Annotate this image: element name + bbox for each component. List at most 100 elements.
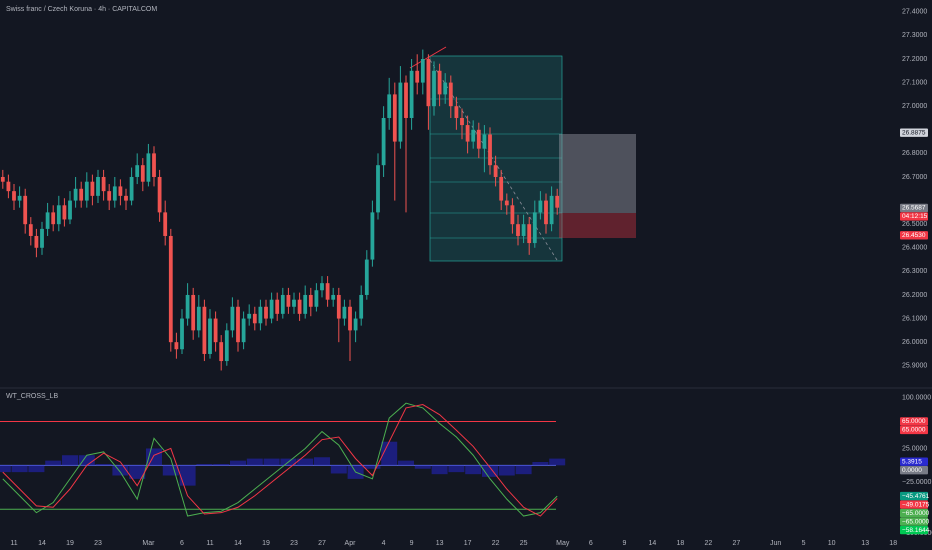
histogram-bar: [45, 460, 62, 466]
stop-zone: [559, 213, 636, 238]
y-tick-label: −25.0000: [902, 479, 931, 486]
marks: 11 14 19 23 Mar 6 11 14 19 23 27 Apr 4 9 13 17 22 25 May 6 9…: [0, 9, 932, 547]
candle-body: [342, 306, 347, 319]
x-tick-label: 4: [382, 540, 386, 547]
x-tick-label: 19: [66, 540, 74, 547]
candle-body: [45, 212, 50, 229]
histogram-bar: [246, 458, 263, 466]
histogram-bar: [213, 464, 230, 466]
candle-body: [493, 165, 498, 177]
y-tick-label: 26.8000: [902, 150, 927, 157]
candle-body: [157, 176, 162, 213]
candle-body: [527, 224, 532, 244]
histogram-bar: [129, 465, 146, 479]
candle-body: [336, 294, 341, 319]
candle-body: [34, 235, 39, 248]
candle-body: [84, 181, 89, 201]
candle-body: [241, 318, 246, 343]
histogram-bar: [179, 465, 196, 486]
candle-body: [68, 200, 72, 220]
indicator-line: [2, 402, 558, 517]
candle-body: [112, 186, 117, 201]
y-tick-label: 27.2000: [902, 56, 927, 63]
candle-body: [454, 106, 459, 118]
candle-body: [258, 306, 263, 324]
histogram-bar: [0, 465, 11, 473]
candle-body: [40, 228, 44, 248]
histogram-bar: [28, 465, 45, 473]
candle-body: [320, 283, 324, 291]
y-tick-label: 27.0000: [902, 103, 927, 110]
histogram-bar: [11, 465, 28, 473]
x-tick-label: 23: [94, 540, 102, 547]
candle-body: [471, 129, 476, 142]
countdown-label: 04:12:15: [902, 213, 928, 220]
candle-body: [146, 153, 151, 182]
candle-body: [135, 165, 140, 177]
x-tick-label: 17: [464, 540, 472, 547]
candle-body: [247, 313, 252, 319]
y-tick-label: 26.3000: [902, 268, 927, 275]
value-badge-label: 0.0000: [902, 467, 922, 474]
candle-body: [140, 165, 145, 182]
histogram-bar: [314, 457, 330, 466]
candle-body: [521, 224, 526, 236]
y-tick-label: 26.1000: [902, 315, 927, 322]
x-tick-label: 9: [622, 540, 626, 547]
candle-body: [404, 82, 408, 118]
candle-body: [499, 176, 504, 201]
x-tick-label: 14: [38, 540, 46, 547]
candle-body: [269, 299, 274, 319]
x-tick-label: 14: [234, 540, 242, 547]
candle-body: [0, 176, 5, 182]
candle-body: [152, 153, 156, 177]
y-tick-label: 25.9000: [902, 363, 927, 370]
histogram-bar: [78, 455, 95, 466]
histogram-bar: [263, 458, 280, 466]
value-badge: [900, 525, 928, 535]
candle-body: [532, 212, 537, 244]
histogram-bar: [532, 461, 549, 466]
histogram-bar: [196, 464, 213, 466]
x-tick-label: Apr: [345, 540, 357, 547]
candle-body: [297, 299, 302, 314]
value-badge: [900, 128, 928, 137]
countdown-badge: [900, 212, 928, 221]
candle-body: [465, 125, 470, 142]
value-badge: [900, 203, 928, 213]
histogram-bar: [549, 458, 566, 466]
candle-body: [12, 191, 16, 201]
candle-body: [56, 205, 61, 225]
histogram-bar: [431, 465, 448, 475]
candle-body: [555, 195, 560, 208]
y-tick-label: 26.0000: [902, 339, 927, 346]
candle-body: [280, 294, 285, 314]
candle-body: [448, 82, 453, 107]
x-tick-label: Mar: [142, 540, 155, 547]
histogram-bar: [297, 458, 314, 466]
x-tick-label: 13: [436, 540, 444, 547]
x-tick-label: 18: [889, 540, 897, 547]
candle-body: [168, 235, 173, 343]
value-badge-label: 26.8875: [902, 129, 926, 136]
candle-body: [292, 299, 296, 307]
candle-body: [549, 195, 554, 225]
candle-body: [118, 186, 123, 196]
x-tick-label: 18: [677, 540, 685, 547]
value-badge: [900, 517, 928, 526]
x-tick-label: May: [556, 540, 570, 547]
candle-body: [219, 342, 224, 362]
x-tick-label: 25: [520, 540, 528, 547]
candle-body: [73, 188, 78, 201]
x-tick-label: 22: [705, 540, 713, 547]
value-badge-label: −45.4761: [902, 493, 930, 500]
indicator-line: [2, 404, 558, 517]
candle-body: [79, 188, 84, 201]
x-tick-label: 27: [318, 540, 326, 547]
target-zone: [559, 134, 636, 213]
candle-body: [443, 82, 448, 95]
candle-body: [432, 70, 436, 107]
value-badge: [900, 466, 928, 475]
candle-body: [420, 58, 425, 83]
